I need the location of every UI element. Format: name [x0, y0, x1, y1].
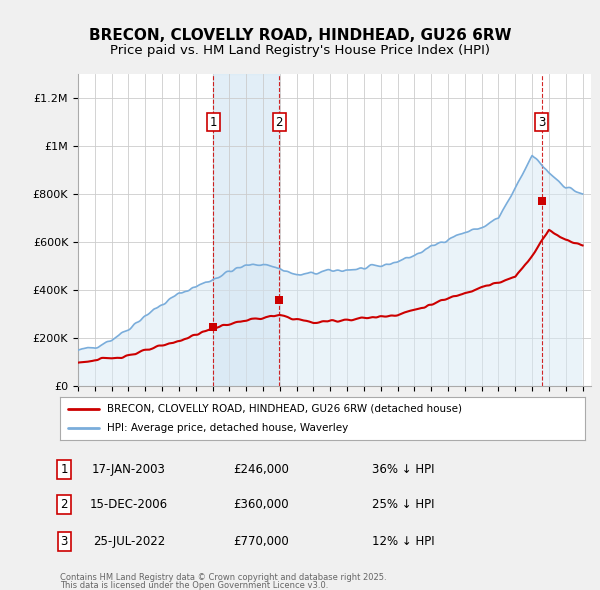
Text: 15-DEC-2006: 15-DEC-2006	[90, 498, 168, 511]
Text: Price paid vs. HM Land Registry's House Price Index (HPI): Price paid vs. HM Land Registry's House …	[110, 44, 490, 57]
Bar	[213, 74, 279, 386]
Text: 2: 2	[61, 498, 68, 511]
Text: HPI: Average price, detached house, Waverley: HPI: Average price, detached house, Wave…	[107, 423, 349, 433]
Text: 25-JUL-2022: 25-JUL-2022	[93, 535, 165, 548]
Text: £360,000: £360,000	[233, 498, 289, 511]
Text: BRECON, CLOVELLY ROAD, HINDHEAD, GU26 6RW: BRECON, CLOVELLY ROAD, HINDHEAD, GU26 6R…	[89, 28, 511, 43]
Text: 2: 2	[275, 116, 283, 129]
Text: 36% ↓ HPI: 36% ↓ HPI	[372, 463, 434, 476]
Text: 25% ↓ HPI: 25% ↓ HPI	[372, 498, 434, 511]
Text: 17-JAN-2003: 17-JAN-2003	[92, 463, 166, 476]
Text: 1: 1	[61, 463, 68, 476]
Text: 3: 3	[538, 116, 545, 129]
Text: £246,000: £246,000	[233, 463, 289, 476]
Text: 3: 3	[61, 535, 68, 548]
Text: £770,000: £770,000	[233, 535, 289, 548]
Text: 1: 1	[209, 116, 217, 129]
Text: Contains HM Land Registry data © Crown copyright and database right 2025.: Contains HM Land Registry data © Crown c…	[60, 572, 386, 582]
Text: This data is licensed under the Open Government Licence v3.0.: This data is licensed under the Open Gov…	[60, 581, 328, 590]
Text: BRECON, CLOVELLY ROAD, HINDHEAD, GU26 6RW (detached house): BRECON, CLOVELLY ROAD, HINDHEAD, GU26 6R…	[107, 404, 462, 414]
Text: 12% ↓ HPI: 12% ↓ HPI	[372, 535, 434, 548]
